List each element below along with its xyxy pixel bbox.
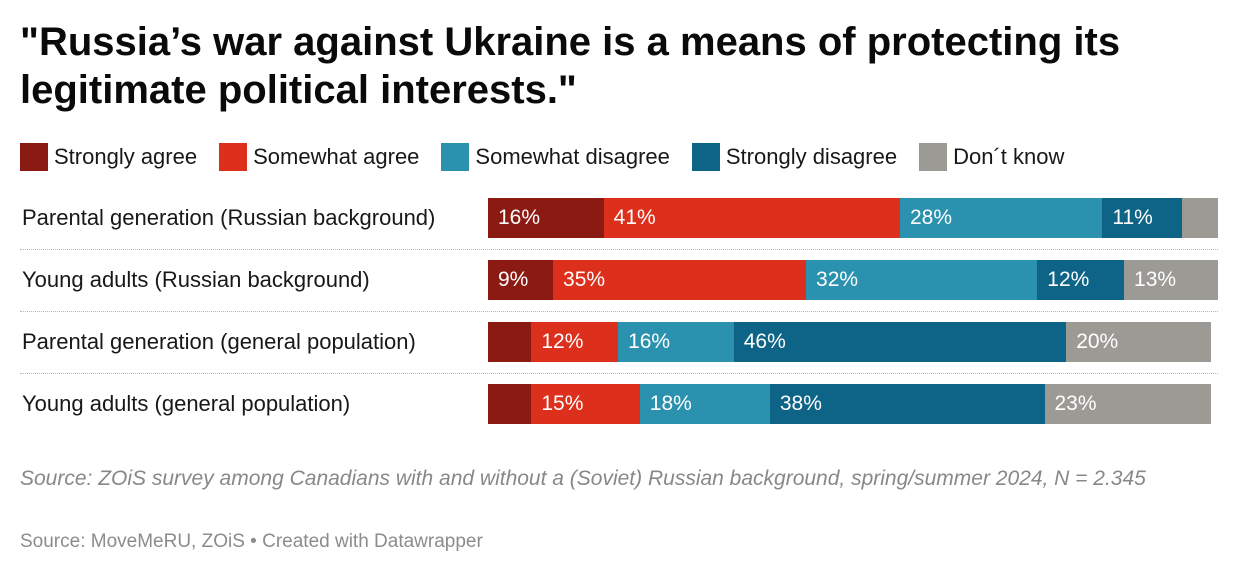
data-label: 18%	[649, 392, 692, 415]
bar-segment-strongly-agree: 16%	[488, 198, 604, 238]
stacked-bar: 9% 35% 32% 12% 13%	[488, 260, 1218, 300]
legend-label-somewhat-agree: Somewhat agree	[253, 144, 420, 169]
bar-segment-somewhat-disagree: 28%	[899, 198, 1103, 238]
legend-item-strongly-disagree: Strongly disagree	[691, 143, 898, 171]
legend-item-strongly-agree: Strongly agree	[20, 143, 197, 171]
legend-swatch-strongly-disagree	[691, 143, 720, 171]
data-label: 23%	[1054, 392, 1097, 415]
bar-segment-strongly-disagree: 12%	[1037, 260, 1125, 300]
bar-segment-somewhat-agree: 41%	[603, 198, 900, 238]
legend-label-somewhat-disagree: Somewhat disagree	[475, 144, 670, 169]
bar-segment-somewhat-disagree: 16%	[618, 322, 734, 362]
bar-segment-somewhat-agree: 15%	[531, 384, 640, 424]
category-label: Young adults (Russian background)	[22, 267, 370, 292]
data-label: 20%	[1076, 330, 1119, 353]
legend-item-dont-know: Don´t know	[919, 143, 1064, 171]
legend-label-strongly-agree: Strongly agree	[54, 144, 198, 169]
data-label: 12%	[1047, 268, 1090, 291]
data-label: 13%	[1134, 268, 1177, 291]
data-label: 35%	[563, 268, 606, 291]
category-label: Young adults (general population)	[22, 391, 351, 416]
bar-segment-strongly-disagree: 11%	[1102, 198, 1182, 238]
legend-item-somewhat-disagree: Somewhat disagree	[441, 143, 670, 171]
row-divider	[20, 373, 1218, 374]
legend-swatch-somewhat-disagree	[441, 143, 470, 171]
data-label: 41%	[613, 206, 656, 229]
bar-segment-dont-know: 23%	[1044, 384, 1211, 424]
bar-segment-strongly-disagree: 46%	[733, 322, 1067, 362]
legend-item-somewhat-agree: Somewhat agree	[219, 143, 419, 171]
legend-label-strongly-disagree: Strongly disagree	[725, 144, 898, 169]
data-label: 11%	[1112, 206, 1153, 229]
chart-footer: Source: MoveMeRU, ZOiS • Created with Da…	[20, 531, 483, 552]
stacked-bar: 15% 18% 38% 23%	[488, 384, 1211, 424]
chart-notes: Source: ZOiS survey among Canadians with…	[20, 467, 1146, 490]
bar-segment-somewhat-agree: 12%	[531, 322, 619, 362]
bar-segment-somewhat-agree: 35%	[553, 260, 807, 300]
chart-title: "Russia’s war against Ukraine is a means…	[20, 20, 1121, 112]
bar-segment-strongly-agree	[488, 322, 532, 362]
bar-segment-strongly-agree: 9%	[488, 260, 554, 300]
data-label: 46%	[743, 330, 786, 353]
data-label: 32%	[816, 268, 859, 291]
category-label: Parental generation (general population)	[22, 329, 416, 354]
legend: Strongly agree Somewhat agree Somewhat d…	[20, 142, 1086, 172]
bar-segment-strongly-agree	[488, 384, 532, 424]
legend-swatch-somewhat-agree	[219, 143, 248, 171]
legend-swatch-dont-know	[919, 143, 948, 171]
data-label: 16%	[628, 330, 671, 353]
bar-segment-somewhat-disagree: 18%	[639, 384, 770, 424]
category-label: Parental generation (Russian background)	[22, 205, 436, 230]
data-label: 9%	[498, 268, 529, 291]
row-divider	[20, 311, 1218, 312]
bar-segment-somewhat-disagree: 32%	[806, 260, 1038, 300]
bar-segment-strongly-disagree: 38%	[769, 384, 1045, 424]
data-label: 38%	[779, 392, 822, 415]
legend-swatch-strongly-agree	[20, 143, 48, 171]
stacked-bar: 16% 41% 28% 11%	[488, 198, 1218, 238]
data-label: 28%	[909, 206, 952, 229]
bar-segment-dont-know	[1181, 198, 1218, 238]
row-divider	[20, 249, 1218, 250]
data-label: 16%	[498, 206, 541, 229]
bar-segment-dont-know: 20%	[1066, 322, 1211, 362]
bar-segment-dont-know: 13%	[1124, 260, 1218, 300]
data-label: 15%	[541, 392, 584, 415]
data-label: 12%	[541, 330, 584, 353]
legend-label-dont-know: Don´t know	[953, 144, 1065, 169]
stacked-bar: 12% 16% 46% 20%	[488, 322, 1211, 362]
